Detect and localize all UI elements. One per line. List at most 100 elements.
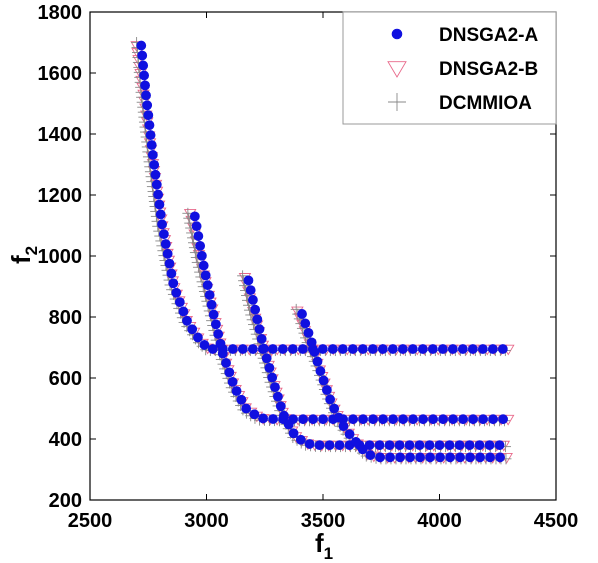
data-point — [338, 421, 349, 432]
data-point — [249, 409, 260, 420]
legend-entries: DNSGA2-A DNSGA2-B DCMMIOA — [387, 25, 539, 114]
data-point — [334, 440, 345, 450]
data-point — [344, 429, 355, 440]
data-point — [464, 440, 475, 450]
data-point — [484, 440, 495, 450]
data-point — [237, 344, 248, 354]
y-tick-label: 1400 — [38, 124, 83, 146]
data-point — [317, 344, 328, 354]
data-point — [394, 440, 405, 450]
data-point — [404, 440, 415, 450]
data-point — [227, 344, 238, 354]
data-point — [157, 219, 167, 230]
data-point — [147, 150, 158, 160]
data-point — [227, 376, 238, 387]
data-point — [224, 367, 235, 378]
data-point — [387, 344, 398, 354]
data-point — [377, 344, 388, 354]
data-point — [497, 344, 508, 354]
data-point — [273, 391, 283, 402]
x-tick-label: 2500 — [68, 510, 113, 532]
data-point — [375, 452, 385, 463]
data-point — [142, 100, 153, 111]
data-point — [154, 199, 165, 210]
legend-entry: DCMMIOA — [388, 93, 532, 114]
data-point — [385, 452, 395, 463]
data-point — [196, 250, 207, 261]
plot-area — [130, 37, 515, 465]
data-point — [146, 140, 157, 150]
data-point — [248, 294, 258, 305]
data-point — [458, 414, 468, 425]
data-point — [312, 356, 323, 367]
data-point — [348, 414, 358, 425]
data-point — [297, 309, 307, 319]
y-axis-label-main: f — [6, 255, 36, 264]
data-point — [150, 169, 161, 180]
data-point — [247, 344, 258, 354]
y-tick-label: 400 — [49, 429, 82, 451]
data-point — [275, 401, 286, 412]
data-point — [217, 348, 228, 359]
data-point — [256, 334, 267, 344]
x-axis-label-subscript: 1 — [324, 544, 333, 563]
legend-entry: DNSGA2-A — [391, 25, 539, 46]
data-point — [306, 337, 317, 348]
data-point — [144, 120, 155, 131]
data-point — [467, 344, 478, 354]
data-point — [477, 344, 488, 354]
y-tick-label: 800 — [49, 307, 82, 329]
data-point — [398, 414, 408, 425]
data-point — [367, 344, 378, 354]
data-point — [155, 209, 166, 220]
data-point — [213, 329, 224, 339]
data-point — [465, 452, 475, 463]
data-point — [264, 362, 275, 373]
data-point — [268, 414, 278, 424]
data-point — [245, 285, 256, 296]
legend-label: DNSGA2-A — [439, 25, 539, 46]
y-tick-label: 1000 — [38, 246, 83, 268]
x-tick-label: 4500 — [534, 510, 579, 532]
data-point — [149, 159, 160, 170]
data-point — [428, 414, 438, 425]
data-point — [358, 414, 368, 425]
data-point — [417, 344, 428, 354]
data-point — [207, 344, 218, 354]
data-point — [138, 60, 149, 71]
data-point — [318, 414, 328, 425]
data-point — [198, 260, 209, 271]
data-point — [448, 414, 458, 425]
data-point — [164, 258, 175, 269]
x-tick-label: 3500 — [301, 510, 346, 532]
data-point — [415, 452, 425, 463]
y-tick-label: 600 — [49, 368, 82, 390]
data-point — [384, 440, 395, 450]
data-point — [457, 344, 468, 354]
data-point — [485, 452, 495, 463]
data-point — [189, 211, 200, 222]
data-point — [166, 268, 177, 279]
data-point — [351, 436, 361, 447]
data-point — [304, 439, 315, 449]
data-point — [300, 318, 311, 329]
data-point — [478, 414, 488, 425]
data-point — [314, 440, 325, 450]
data-point — [153, 189, 164, 200]
y-tick-label: 200 — [49, 490, 82, 512]
data-point — [259, 343, 269, 354]
data-point — [455, 452, 465, 463]
series-dnsga2-a — [136, 40, 508, 463]
data-point — [151, 179, 162, 190]
data-point — [454, 440, 465, 450]
data-point — [193, 332, 203, 343]
data-point — [297, 344, 308, 354]
data-point — [447, 344, 458, 354]
data-point — [308, 414, 318, 425]
data-point — [378, 414, 388, 425]
data-point — [137, 50, 148, 61]
y-tick-label: 1600 — [38, 63, 83, 85]
data-point — [309, 347, 320, 357]
data-point — [407, 344, 418, 354]
legend: DNSGA2-A DNSGA2-B DCMMIOA — [342, 11, 557, 125]
